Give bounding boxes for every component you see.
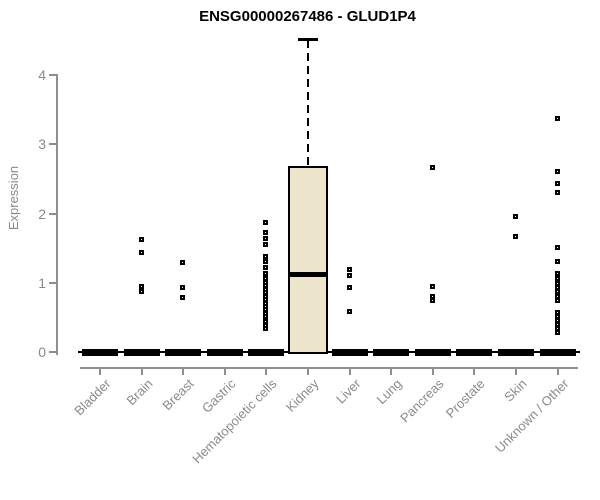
- outlier-point: [429, 293, 435, 299]
- outlier-point: [263, 254, 269, 260]
- x-axis-line: [80, 367, 578, 369]
- outlier-point: [554, 310, 560, 316]
- outlier-point: [180, 294, 186, 300]
- y-axis-line: [56, 74, 58, 355]
- y-axis-tick: [49, 143, 56, 146]
- y-tick-label: 3: [38, 136, 46, 153]
- y-tick-label: 4: [38, 67, 46, 83]
- outlier-point: [180, 285, 186, 291]
- outlier-point: [513, 213, 518, 219]
- outlier-point: [138, 236, 144, 242]
- zero-boxplot-bar: [331, 349, 368, 356]
- outlier-point: [554, 189, 560, 195]
- y-axis-tick: [49, 351, 56, 353]
- whisker-cap: [298, 38, 318, 42]
- x-axis-tick: [390, 368, 393, 375]
- outlier-point: [263, 220, 269, 226]
- outlier-point: [554, 168, 560, 174]
- outlier-point: [263, 275, 269, 281]
- outlier-point: [346, 272, 352, 278]
- x-axis-tick: [140, 368, 143, 375]
- median-line: [288, 271, 328, 277]
- outlier-point: [263, 258, 269, 264]
- outlier-point: [554, 293, 560, 299]
- outlier-point: [346, 285, 352, 291]
- zero-boxplot-bar: [248, 349, 285, 356]
- outlier-point: [138, 283, 144, 289]
- outlier-point: [554, 180, 560, 186]
- outlier-point: [554, 297, 560, 303]
- zero-boxplot-bar: [165, 349, 202, 356]
- y-axis-tick: [49, 281, 56, 284]
- box-iqr: [288, 166, 328, 354]
- outlier-point: [554, 289, 560, 295]
- x-axis-tick: [99, 368, 101, 375]
- zero-boxplot-bar: [414, 349, 451, 356]
- outlier-point: [554, 271, 560, 277]
- outlier-point: [554, 258, 560, 264]
- outlier-point: [263, 270, 269, 276]
- x-axis-tick: [556, 368, 559, 375]
- outlier-point: [429, 283, 435, 289]
- outlier-point: [554, 330, 560, 336]
- outlier-point: [554, 276, 560, 282]
- outlier-point: [263, 242, 269, 248]
- outlier-point: [263, 229, 269, 235]
- zero-boxplot-bar: [498, 349, 534, 356]
- outlier-point: [263, 326, 269, 332]
- x-axis-tick: [223, 368, 226, 375]
- zero-boxplot-bar: [456, 349, 493, 356]
- outlier-point: [554, 245, 560, 251]
- outlier-point: [263, 265, 269, 271]
- y-axis-tick: [49, 212, 56, 215]
- outlier-point: [346, 267, 352, 273]
- x-axis-tick: [431, 368, 434, 375]
- y-axis-label: Expression: [6, 165, 21, 231]
- zero-boxplot-bar: [82, 349, 118, 356]
- outlier-point: [513, 234, 518, 240]
- outlier-point: [138, 289, 144, 295]
- outlier-point: [554, 317, 560, 323]
- outlier-point: [554, 116, 560, 122]
- y-tick-label: 2: [38, 205, 46, 222]
- zero-boxplot-bar: [206, 349, 243, 356]
- x-axis-tick: [473, 368, 476, 375]
- x-axis-tick: [307, 368, 309, 375]
- outlier-point: [429, 164, 435, 170]
- outlier-point: [180, 259, 186, 265]
- outlier-point: [554, 326, 560, 332]
- outlier-point: [554, 285, 560, 291]
- outlier-point: [263, 314, 269, 320]
- outlier-point: [429, 298, 435, 304]
- chart-title: ENSG00000267486 - GLUD1P4: [199, 8, 416, 25]
- outlier-point: [554, 321, 560, 327]
- outlier-point: [138, 249, 144, 255]
- outlier-point: [263, 236, 269, 242]
- y-tick-label: 0: [38, 344, 46, 360]
- x-axis-tick: [265, 368, 268, 375]
- y-tick-label: 1: [38, 274, 46, 291]
- x-axis-tick: [348, 368, 351, 375]
- upper-whisker: [307, 40, 309, 167]
- outlier-point: [263, 318, 269, 324]
- y-axis-tick: [49, 74, 56, 76]
- zero-boxplot-bar: [373, 349, 410, 356]
- outlier-point: [554, 281, 560, 287]
- zero-boxplot-bar: [539, 349, 576, 356]
- zero-boxplot-bar: [123, 349, 160, 356]
- x-axis-tick: [182, 368, 185, 375]
- outlier-point: [346, 308, 352, 314]
- x-axis-tick: [515, 368, 517, 375]
